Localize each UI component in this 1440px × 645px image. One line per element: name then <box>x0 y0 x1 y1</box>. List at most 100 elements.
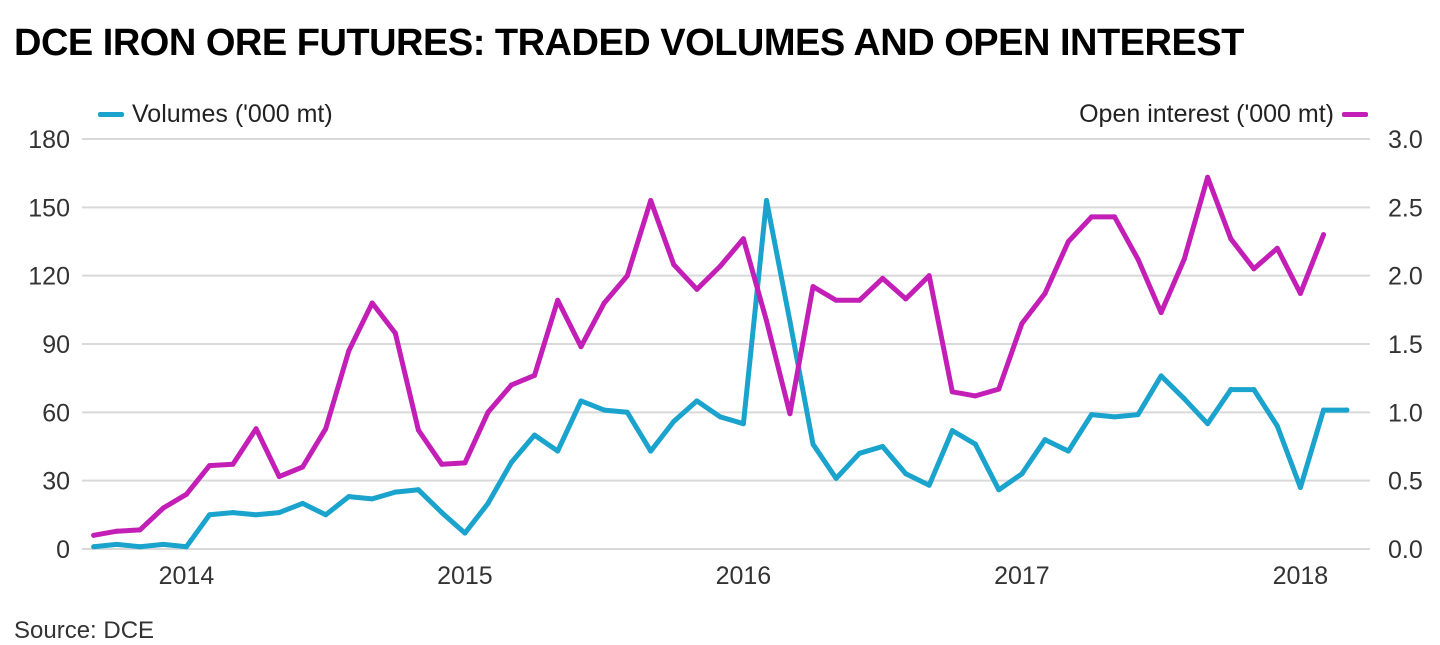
open-interest-data-point <box>346 348 352 354</box>
volumes-data-point <box>1344 407 1350 413</box>
open-interest-data-point <box>160 505 166 511</box>
open-interest-data-point <box>485 409 491 415</box>
open-interest-data-point <box>1089 214 1095 220</box>
open-interest-data-point <box>1158 310 1164 316</box>
volumes-data-point <box>1019 471 1025 477</box>
volumes-data-point <box>717 414 723 420</box>
volumes-data-point <box>137 544 143 550</box>
open-interest-data-point <box>276 474 282 480</box>
legend-volumes-swatch <box>98 112 124 117</box>
y-right-tick-label: 2.5 <box>1388 194 1423 222</box>
volumes-data-point <box>1135 412 1141 418</box>
volumes-data-point <box>810 441 816 447</box>
open-interest-data-point <box>323 426 329 432</box>
volumes-data-point <box>1042 437 1048 443</box>
volumes-data-point <box>91 544 97 550</box>
open-interest-data-point <box>833 297 839 303</box>
volumes-data-point <box>1228 387 1234 393</box>
volumes-series-line <box>91 198 1350 550</box>
open-interest-data-point <box>555 297 561 303</box>
volumes-data-point <box>601 407 607 413</box>
open-interest-data-point <box>972 393 978 399</box>
x-tick-label: 2018 <box>1273 562 1329 590</box>
open-interest-data-point <box>415 427 421 433</box>
open-interest-series-line <box>91 174 1326 538</box>
open-interest-data-point <box>439 461 445 467</box>
volumes-data-point <box>694 398 700 404</box>
open-interest-data-point <box>903 296 909 302</box>
legend-open-interest-label: Open interest ('000 mt) <box>1079 100 1334 128</box>
open-interest-data-point <box>624 273 630 279</box>
volumes-data-point <box>1205 421 1211 427</box>
open-interest-data-point <box>740 236 746 242</box>
volumes-data-point <box>764 198 770 203</box>
open-interest-data-point <box>207 463 213 469</box>
open-interest-data-point <box>926 273 932 279</box>
open-interest-data-point <box>508 382 514 388</box>
y-left-tick-label: 90 <box>42 331 70 359</box>
open-interest-data-point <box>91 532 97 538</box>
volumes-data-point <box>160 541 166 547</box>
open-interest-data-point <box>392 330 398 336</box>
volumes-data-point <box>1274 423 1280 429</box>
volumes-data-point <box>972 441 978 447</box>
y-left-tick-label: 180 <box>28 126 70 154</box>
legend-open-interest-swatch <box>1342 112 1368 117</box>
open-interest-data-point <box>1042 290 1048 296</box>
y-right-tick-label: 1.5 <box>1388 331 1423 359</box>
volumes-data-point <box>1089 412 1095 418</box>
volumes-data-point <box>253 512 259 518</box>
legend-open-interest: Open interest ('000 mt) <box>1079 100 1368 129</box>
open-interest-data-point <box>137 527 143 533</box>
legend-volumes-label: Volumes ('000 mt) <box>132 100 333 128</box>
x-tick-label: 2014 <box>159 562 215 590</box>
open-interest-data-point <box>1019 321 1025 326</box>
volumes-data-point <box>926 482 932 488</box>
open-interest-data-point <box>764 318 770 324</box>
volumes-data-point <box>578 398 584 404</box>
y-right-tick-label: 3.0 <box>1388 126 1423 154</box>
x-tick-label: 2017 <box>994 562 1050 590</box>
open-interest-data-point <box>694 286 700 292</box>
open-interest-data-point <box>1135 256 1141 262</box>
volumes-data-point <box>369 496 375 502</box>
open-interest-data-point <box>532 372 538 378</box>
volumes-data-point <box>207 512 213 518</box>
open-interest-data-point <box>601 300 607 306</box>
volumes-data-point <box>1112 414 1118 420</box>
volumes-data-point <box>323 512 329 518</box>
volumes-data-point <box>1065 448 1071 454</box>
y-right-tick-label: 1.0 <box>1388 399 1423 427</box>
volumes-data-point <box>462 530 468 536</box>
volumes-data-point <box>114 541 120 547</box>
volumes-data-point <box>415 487 421 493</box>
open-interest-data-point <box>253 426 259 432</box>
open-interest-data-point <box>114 528 120 534</box>
volumes-data-point <box>996 487 1002 493</box>
volumes-data-point <box>346 494 352 500</box>
volumes-data-point <box>1251 387 1257 393</box>
volumes-data-point <box>230 510 236 516</box>
open-interest-data-point <box>1297 290 1303 296</box>
open-interest-data-point <box>1181 256 1187 262</box>
volumes-data-point <box>671 418 677 424</box>
open-interest-data-point <box>230 461 236 467</box>
y-left-tick-label: 120 <box>28 263 70 291</box>
volumes-data-point <box>1320 407 1326 413</box>
y-right-tick-label: 0.0 <box>1388 536 1423 564</box>
volumes-data-point <box>555 448 561 454</box>
open-interest-data-point <box>1065 239 1071 244</box>
x-tick-label: 2015 <box>437 562 493 590</box>
open-interest-data-point <box>787 411 793 417</box>
source-note: Source: DCE <box>14 617 155 644</box>
open-interest-data-point <box>183 491 189 497</box>
y-left-tick-label: 30 <box>42 468 70 496</box>
volumes-data-point <box>1158 373 1164 379</box>
volumes-data-point <box>624 409 630 415</box>
y-left-tick-label: 60 <box>42 399 70 427</box>
volumes-data-point <box>276 510 282 516</box>
volumes-data-point <box>1297 485 1303 490</box>
legend-volumes: Volumes ('000 mt) <box>98 100 333 129</box>
open-interest-data-point <box>300 464 306 470</box>
